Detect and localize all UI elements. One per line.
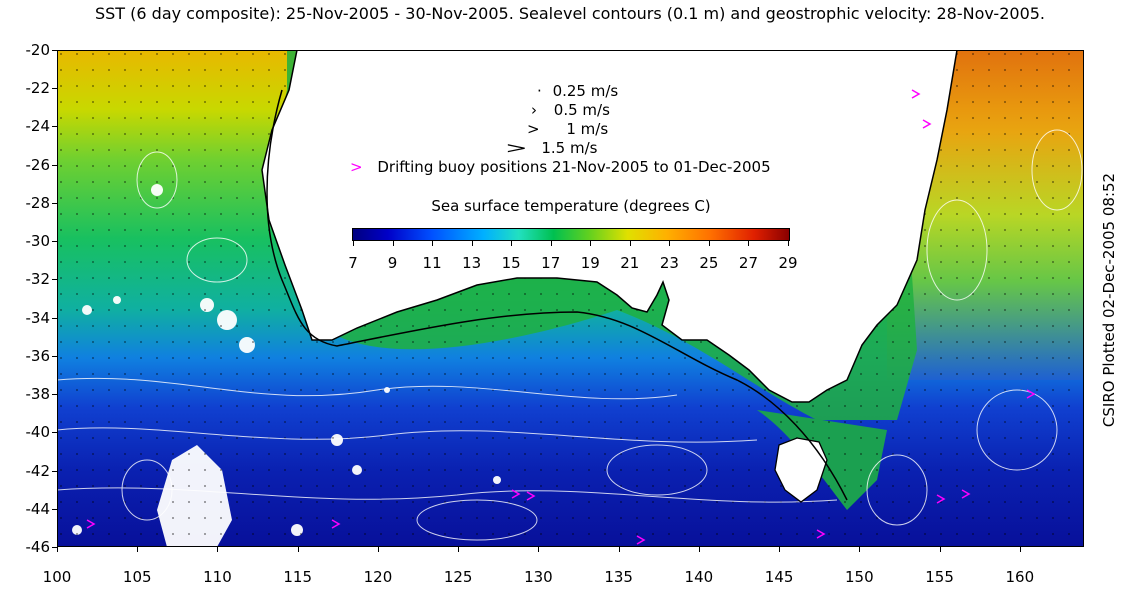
buoy-marker-icon: > [350, 158, 363, 176]
y-tick [52, 50, 57, 51]
y-tick [52, 241, 57, 243]
velocity-legend-1: › 0.5 m/s [531, 101, 610, 119]
y-tick [52, 508, 57, 510]
y-tick-label: -26 [25, 155, 51, 174]
y-tick [52, 279, 57, 281]
y-tick-label: -46 [25, 538, 51, 556]
y-tick [52, 317, 57, 319]
y-tick [52, 164, 57, 166]
colorbar-tick-label: 27 [738, 254, 758, 272]
colorbar-tick-label: 11 [422, 254, 442, 272]
y-tick [52, 394, 57, 396]
velocity-legend-3: > 1.5 m/s [504, 139, 598, 157]
x-tick-label: 110 [203, 568, 232, 586]
x-tick [698, 547, 700, 552]
velocity-arrow-icon: · [537, 82, 542, 100]
colorbar-tick-label: 17 [541, 254, 561, 272]
x-tick [458, 547, 460, 552]
x-tick-label: 155 [925, 568, 954, 586]
x-tick [1019, 547, 1021, 552]
colorbar-tick [432, 241, 434, 246]
colorbar-tick-label: 13 [462, 254, 482, 272]
colorbar-tick-label: 25 [699, 254, 719, 272]
y-tick [52, 432, 57, 434]
x-tick-label: 160 [1005, 568, 1035, 586]
colorbar-tick-label: 29 [778, 254, 798, 272]
colorbar-tick [708, 241, 710, 246]
colorbar-tick-label: 15 [501, 254, 521, 272]
y-tick [52, 547, 57, 548]
colorbar-tick-label: 9 [387, 254, 398, 272]
y-tick-label: -28 [25, 193, 51, 212]
y-tick [52, 88, 57, 90]
x-tick-label: 130 [524, 568, 553, 586]
colorbar-tick [511, 241, 513, 246]
colorbar-tick [471, 241, 473, 246]
x-tick-label: 150 [845, 568, 874, 586]
y-tick-label: -22 [25, 79, 51, 98]
plot-timestamp: CSIRO Plotted 02-Dec-2005 08:52 [1100, 172, 1118, 428]
colorbar-tick [392, 241, 394, 246]
sst-colorbar [352, 228, 790, 241]
x-tick [538, 547, 540, 552]
x-tick [618, 547, 620, 552]
colorbar-tick [669, 241, 671, 246]
y-tick [52, 355, 57, 357]
x-tick [939, 547, 941, 552]
y-tick [52, 126, 57, 128]
y-tick-label: -44 [25, 499, 51, 518]
buoy-legend: > Drifting buoy positions 21-Nov-2005 to… [350, 158, 771, 176]
colorbar-tick [788, 241, 789, 246]
x-tick [217, 547, 219, 552]
x-tick [859, 547, 861, 552]
x-tick-label: 105 [122, 568, 152, 586]
y-tick-label: -42 [25, 461, 51, 480]
colorbar-title: Sea surface temperature (degrees C) [431, 197, 711, 215]
x-tick-label: 135 [604, 568, 633, 586]
colorbar-tick [590, 241, 592, 246]
colorbar-tick-label: 19 [580, 254, 600, 272]
velocity-arrow-icon: › [531, 101, 537, 119]
colorbar-tick [629, 241, 631, 246]
colorbar-tick-label: 23 [659, 254, 679, 272]
colorbar-tick [550, 241, 552, 246]
y-tick-label: -24 [25, 117, 51, 136]
y-tick [52, 202, 57, 204]
x-tick-label: 125 [443, 568, 473, 586]
colorbar-tick-label: 7 [348, 254, 358, 272]
y-tick-label: -34 [25, 308, 51, 327]
x-tick-label: 145 [764, 568, 794, 586]
velocity-legend-2: > 1 m/s [527, 120, 609, 138]
y-tick [52, 470, 57, 472]
y-tick-label: -36 [25, 346, 51, 365]
x-tick-label: 115 [283, 568, 313, 586]
x-tick [377, 547, 379, 552]
x-tick [779, 547, 781, 552]
y-tick-label: -30 [25, 232, 51, 251]
velocity-legend-0: · 0.25 m/s [537, 82, 619, 100]
x-tick-label: 140 [684, 568, 714, 586]
y-tick-label: -32 [25, 270, 51, 289]
colorbar-tick-label: 21 [620, 254, 640, 272]
x-tick [137, 547, 139, 552]
x-tick-label: 100 [42, 568, 72, 586]
velocity-arrow-icon: > [504, 139, 528, 157]
velocity-arrow-icon: > [527, 120, 540, 138]
x-tick [297, 547, 299, 552]
x-tick-label: 120 [363, 568, 393, 586]
x-tick [57, 547, 58, 552]
y-tick-label: -20 [25, 41, 51, 59]
colorbar-tick [353, 241, 354, 246]
map-title: SST (6 day composite): 25-Nov-2005 - 30-… [94, 4, 1046, 23]
y-tick-label: -40 [25, 423, 51, 442]
colorbar-tick [748, 241, 750, 246]
y-tick-label: -38 [25, 385, 51, 404]
